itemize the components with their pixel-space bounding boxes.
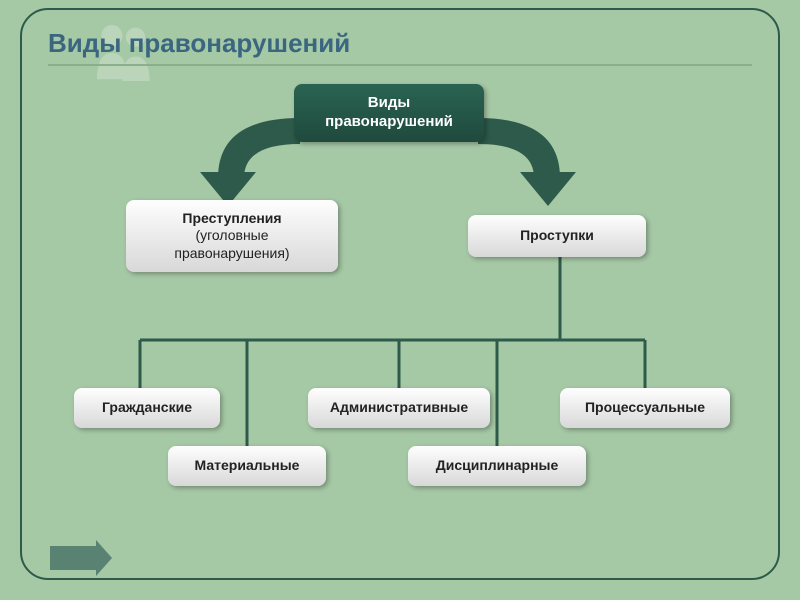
node-crimes-line2: (уголовные bbox=[195, 227, 268, 245]
node-crimes: Преступления (уголовные правонарушения) bbox=[126, 200, 338, 272]
node-crimes-line1: Преступления bbox=[182, 210, 281, 228]
node-administrative-label: Административные bbox=[330, 399, 468, 417]
next-slide-arrow-icon[interactable] bbox=[50, 546, 96, 570]
slide-title: Виды правонарушений bbox=[48, 28, 350, 59]
node-procedural: Процессуальные bbox=[560, 388, 730, 428]
node-administrative: Административные bbox=[308, 388, 490, 428]
node-misdemeanors-label: Проступки bbox=[520, 227, 594, 245]
node-procedural-label: Процессуальные bbox=[585, 399, 705, 417]
node-civil: Гражданские bbox=[74, 388, 220, 428]
title-underline bbox=[48, 64, 752, 66]
node-material-label: Материальные bbox=[195, 457, 300, 475]
node-root-line2: правонарушений bbox=[325, 113, 453, 132]
node-crimes-line3: правонарушения) bbox=[174, 245, 289, 263]
node-civil-label: Гражданские bbox=[102, 399, 192, 417]
node-disciplinary-label: Дисциплинарные bbox=[436, 457, 559, 475]
node-root-line1: Виды bbox=[368, 94, 410, 113]
node-root: Виды правонарушений bbox=[294, 84, 484, 142]
node-material: Материальные bbox=[168, 446, 326, 486]
node-misdemeanors: Проступки bbox=[468, 215, 646, 257]
node-disciplinary: Дисциплинарные bbox=[408, 446, 586, 486]
